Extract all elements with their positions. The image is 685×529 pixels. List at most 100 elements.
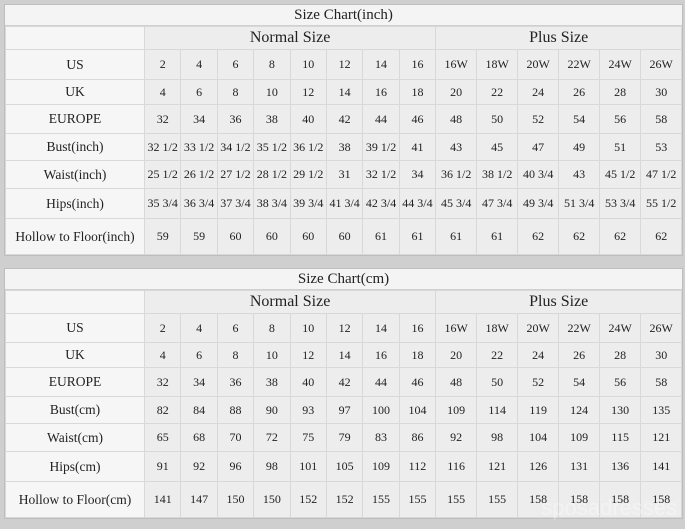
size-cell: 75	[289, 423, 327, 452]
size-cell: 20	[435, 342, 478, 368]
size-cell: 152	[325, 481, 364, 518]
size-cell: 130	[599, 396, 642, 424]
size-cell: 56	[599, 104, 642, 134]
size-cell: 155	[398, 481, 437, 518]
row-label: UK	[5, 79, 145, 105]
size-table: Normal Size Plus Size US 2 4 6 8 10 12 14 16 16W 18W…	[5, 290, 683, 518]
size-cell: 135	[640, 396, 683, 424]
size-cell: 44	[362, 104, 400, 134]
row-label: US	[5, 49, 145, 80]
size-cell: 72	[253, 423, 291, 452]
size-cell: 22W	[558, 313, 601, 343]
size-cell: 59	[180, 218, 218, 255]
size-cell: 42	[325, 104, 364, 134]
size-cell: 60	[289, 218, 327, 255]
size-cell: 60	[325, 218, 364, 255]
size-cell: 46	[398, 104, 437, 134]
size-cell: 62	[599, 218, 642, 255]
table-row: Waist(inch) 25 1/2 26 1/2 27 1/2 28 1/2 29 1/…	[5, 160, 683, 189]
size-cell: 22	[476, 79, 519, 105]
table-row: UK 4 6 8 10 12 14 16 18 20 22 24 26 28 30	[5, 342, 683, 368]
row-label: Hips(cm)	[5, 451, 145, 482]
size-cell: 16	[398, 313, 437, 343]
size-cell: 155	[362, 481, 400, 518]
size-cell: 44 3/4	[398, 188, 437, 219]
size-cell: 45	[476, 133, 519, 161]
size-cell: 8	[253, 49, 291, 80]
size-cell: 8	[216, 342, 255, 368]
size-cell: 14	[325, 342, 364, 368]
size-cell: 2	[143, 49, 182, 80]
size-cell: 22	[476, 342, 519, 368]
size-cell: 51 3/4	[558, 188, 601, 219]
size-cell: 141	[640, 451, 683, 482]
table-row: US 2 4 6 8 10 12 14 16 16W 18W 20W 22W 24W 26W	[5, 313, 683, 343]
size-cell: 121	[476, 451, 519, 482]
size-cell: 48	[435, 104, 478, 134]
size-cell: 62	[640, 218, 683, 255]
row-label: Hips(inch)	[5, 188, 145, 219]
size-cell: 58	[640, 367, 683, 397]
size-cell: 39 1/2	[362, 133, 400, 161]
size-cell: 34	[180, 367, 218, 397]
size-cell: 22W	[558, 49, 601, 80]
size-cell: 25 1/2	[143, 160, 182, 189]
row-label: Hollow to Floor(inch)	[5, 218, 145, 255]
size-cell: 38	[253, 367, 291, 397]
chart-title: Size Chart(cm)	[5, 269, 682, 290]
size-cell: 51	[599, 133, 642, 161]
size-cell: 155	[435, 481, 478, 518]
size-cell: 36	[216, 104, 255, 134]
table-row: Waist(cm) 65 68 70 72 75 79 83 86 92 98 104 109 115 12…	[5, 423, 683, 452]
size-cell: 88	[216, 396, 255, 424]
size-cell: 41	[398, 133, 437, 161]
size-chart-cm: Size Chart(cm) Normal Size Plus Size US 2 4 6 8…	[4, 268, 683, 519]
size-cell: 30	[640, 79, 683, 105]
size-cell: 4	[143, 79, 182, 105]
size-cell: 49 3/4	[517, 188, 560, 219]
size-cell: 20W	[517, 313, 560, 343]
size-cell: 100	[362, 396, 400, 424]
watermark: sposadresses	[541, 495, 677, 520]
size-cell: 96	[216, 451, 255, 482]
size-cell: 131	[558, 451, 601, 482]
size-cell: 82	[143, 396, 182, 424]
size-cell: 16W	[435, 49, 478, 80]
size-cell: 32	[143, 104, 182, 134]
size-cell: 33 1/2	[180, 133, 218, 161]
size-cell: 105	[325, 451, 364, 482]
size-cell: 2	[143, 313, 182, 343]
size-cell: 38 3/4	[253, 188, 291, 219]
size-cell: 62	[517, 218, 560, 255]
size-cell: 18W	[476, 313, 519, 343]
size-cell: 43	[435, 133, 478, 161]
size-cell: 97	[325, 396, 364, 424]
size-cell: 92	[435, 423, 478, 452]
size-cell: 61	[476, 218, 519, 255]
size-cell: 24	[517, 79, 560, 105]
size-cell: 10	[289, 49, 327, 80]
size-cell: 109	[435, 396, 478, 424]
size-cell: 29 1/2	[289, 160, 327, 189]
size-cell: 90	[253, 396, 291, 424]
size-cell: 28	[599, 79, 642, 105]
row-label: Bust(inch)	[5, 133, 145, 161]
size-cell: 91	[143, 451, 182, 482]
size-cell: 47	[517, 133, 560, 161]
size-cell: 101	[289, 451, 327, 482]
size-cell: 158	[599, 481, 642, 518]
size-cell: 141	[143, 481, 182, 518]
size-cell: 28	[599, 342, 642, 368]
size-cell: 12	[289, 342, 327, 368]
size-cell: 53	[640, 133, 683, 161]
size-cell: 41 3/4	[325, 188, 364, 219]
row-label: EUROPE	[5, 367, 145, 397]
size-cell: 32 1/2	[143, 133, 182, 161]
size-cell: 6	[180, 342, 218, 368]
group-header-row: Normal Size Plus Size	[5, 26, 683, 50]
size-cell: 42	[325, 367, 364, 397]
size-cell: 56	[599, 367, 642, 397]
row-label: Waist(cm)	[5, 423, 145, 452]
size-cell: 155	[476, 481, 519, 518]
row-label: US	[5, 313, 145, 343]
